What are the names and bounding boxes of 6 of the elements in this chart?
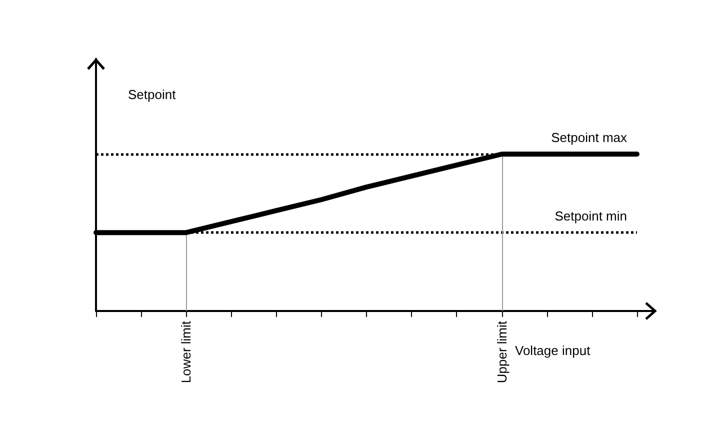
x-tick-label: Lower limit	[178, 320, 194, 384]
x-axis-title: Voltage input	[515, 343, 591, 358]
ref-line-label: Setpoint min	[554, 208, 627, 224]
ref-line-label: Setpoint max	[551, 130, 628, 146]
y-axis-title: Setpoint	[128, 87, 176, 102]
x-tick-label: Upper limit	[494, 320, 510, 384]
